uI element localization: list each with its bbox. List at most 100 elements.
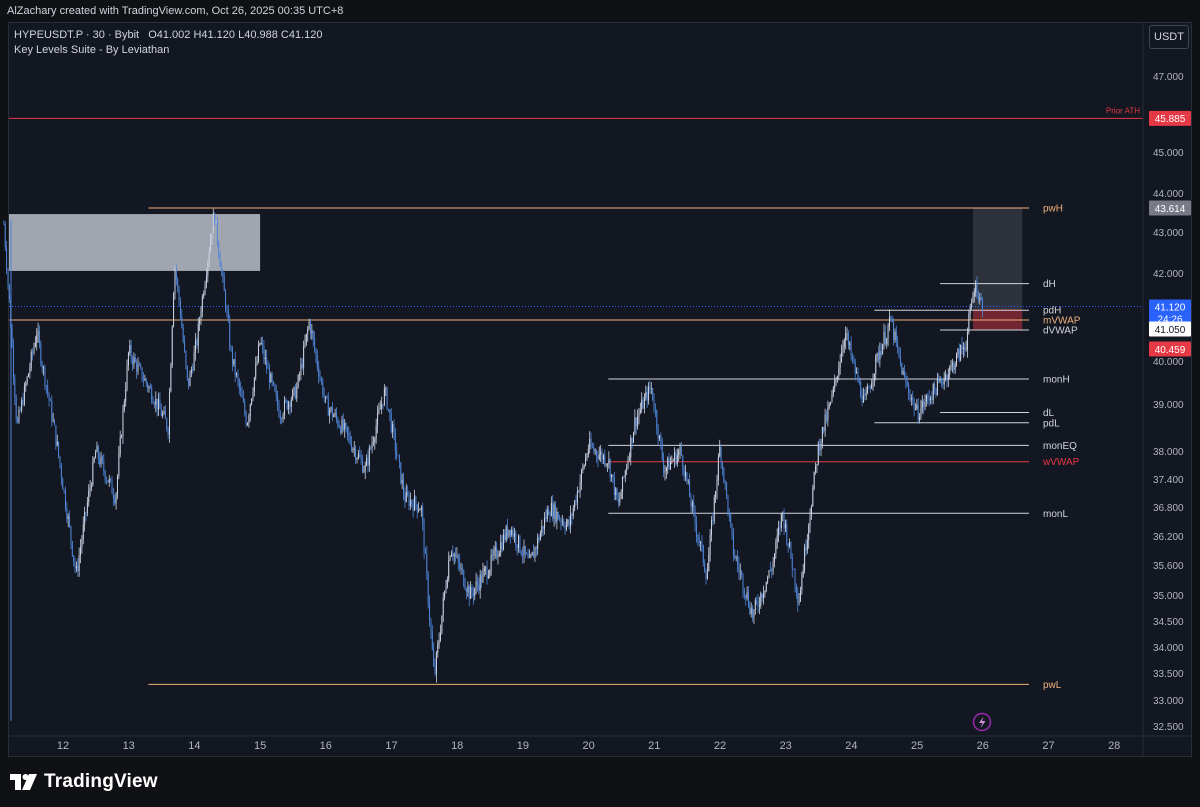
candle-body-561 (771, 570, 773, 572)
candle-body-543 (746, 592, 748, 599)
candle-body-175 (242, 397, 244, 402)
x-tick-27: 27 (1042, 740, 1054, 752)
candle-body-687 (943, 378, 945, 385)
candle-body-569 (782, 512, 784, 514)
candle-body-22 (33, 346, 35, 353)
candle-body-691 (949, 367, 951, 375)
candle-body-354 (487, 575, 489, 579)
candle-body-9 (15, 397, 17, 419)
candle-body-641 (880, 351, 882, 355)
candle-body-359 (494, 547, 496, 551)
candle-body-72 (101, 456, 103, 462)
candle-body-45 (64, 490, 66, 508)
candle-body-649 (891, 320, 893, 322)
candle-body-281 (387, 408, 389, 410)
candle-body-611 (839, 362, 841, 369)
candle-body-265 (366, 457, 368, 466)
candle-body-571 (784, 523, 786, 529)
candle-body-346 (476, 581, 478, 585)
x-tick-19: 19 (517, 740, 529, 752)
candle-body-164 (227, 310, 229, 321)
candle-body-568 (780, 513, 782, 529)
candle-body-271 (374, 438, 376, 443)
candle-body-607 (834, 380, 836, 389)
candle-body-267 (368, 447, 370, 466)
candle-body-95 (133, 357, 135, 365)
candle-body-71 (100, 456, 102, 465)
candle-body-640 (879, 351, 881, 360)
candle-body-530 (728, 513, 730, 515)
zone-1 (972, 208, 1023, 310)
candle-body-293 (404, 494, 406, 502)
symbol-info[interactable]: HYPEUSDT.P · 30 · Bybit (14, 29, 140, 41)
candle-body-643 (883, 332, 885, 345)
candle-body-490 (674, 452, 676, 461)
candle-body-444 (611, 474, 613, 478)
candle-body-80 (112, 493, 114, 499)
candle-body-183 (253, 377, 255, 392)
candle-body-126 (175, 268, 177, 280)
candle-body-402 (553, 504, 555, 519)
candle-body-35 (51, 400, 53, 421)
candle-body-51 (73, 555, 75, 562)
candle-body-370 (509, 529, 511, 536)
candle-body-231 (319, 376, 321, 379)
candle-body-590 (810, 506, 812, 517)
candle-body-553 (760, 593, 762, 606)
price-tag-extra-0: 41.050 (1155, 325, 1186, 336)
candle-body-321 (442, 597, 444, 616)
candle-body-209 (289, 402, 291, 408)
candle-body-695 (954, 364, 956, 371)
candle-body-379 (522, 554, 524, 556)
candle-body-483 (664, 471, 666, 473)
candle-body-172 (238, 380, 240, 389)
candle-body-70 (99, 458, 101, 465)
candle-body-674 (925, 395, 927, 402)
candle-body-261 (360, 456, 362, 460)
candle-body-205 (283, 400, 285, 415)
candle-body-630 (865, 392, 867, 397)
tradingview-logo[interactable]: TradingView (10, 770, 158, 794)
candle-body-442 (608, 459, 610, 465)
lightning-icon[interactable] (972, 712, 992, 732)
candle-body-625 (858, 382, 860, 383)
candle-body-632 (868, 387, 870, 389)
candle-body-343 (472, 592, 474, 596)
x-tick-28: 28 (1108, 740, 1120, 752)
candle-body-659 (905, 376, 907, 383)
candle-body-177 (245, 413, 247, 425)
candle-body-14 (22, 400, 24, 405)
candle-body-712 (977, 297, 979, 300)
candle-body-482 (663, 459, 665, 473)
candle-body-627 (861, 396, 863, 403)
candle-body-341 (470, 587, 472, 599)
indicator-name[interactable]: Key Levels Suite - By Leviathan (14, 44, 170, 56)
candle-body-705 (968, 313, 970, 333)
candle-body-50 (71, 541, 73, 556)
candle-body-294 (405, 491, 407, 502)
y-tick-39.000: 39.000 (1153, 400, 1184, 411)
candle-body-287 (396, 451, 398, 456)
candle-body-301 (415, 496, 417, 505)
candle-body-130 (181, 316, 183, 328)
candle-body-434 (597, 455, 599, 460)
candle-body-348 (479, 574, 481, 591)
candle-body-282 (389, 409, 391, 414)
candle-body-243 (335, 412, 337, 419)
candle-body-174 (241, 391, 243, 398)
candle-body-428 (589, 438, 591, 450)
candle-body-335 (461, 567, 463, 571)
y-tick-35.600: 35.600 (1153, 561, 1184, 572)
candle-body-408 (561, 521, 563, 523)
x-tick-18: 18 (451, 740, 463, 752)
candle-body-489 (672, 460, 674, 461)
candle-body-142 (197, 323, 199, 346)
candle-body-480 (660, 435, 662, 445)
candle-body-333 (459, 561, 461, 569)
candle-body-20 (30, 352, 32, 368)
currency-button[interactable]: USDT (1149, 25, 1189, 49)
candle-body-401 (552, 503, 554, 519)
candle-body-139 (193, 352, 195, 371)
candle-body-223 (308, 321, 310, 329)
